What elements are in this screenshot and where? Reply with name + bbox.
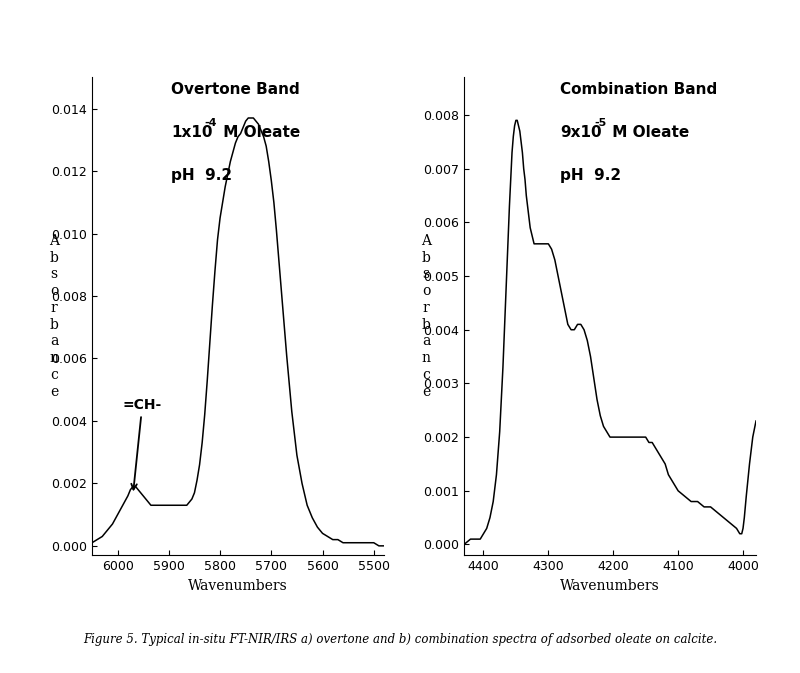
Text: Combination Band: Combination Band: [560, 82, 718, 97]
Text: A
b
s
o
r
b
a
n
c
e: A b s o r b a n c e: [421, 234, 431, 398]
Text: -4: -4: [205, 118, 217, 128]
Text: -5: -5: [594, 118, 606, 128]
Text: A
b
s
o
r
b
a
n
c
e: A b s o r b a n c e: [49, 234, 59, 398]
Text: Figure 5. Typical in-situ FT-NIR/IRS a) overtone and b) combination spectra of a: Figure 5. Typical in-situ FT-NIR/IRS a) …: [83, 633, 717, 646]
Text: 1x10: 1x10: [171, 125, 212, 140]
Text: pH  9.2: pH 9.2: [171, 168, 232, 183]
Text: pH  9.2: pH 9.2: [560, 168, 622, 183]
Text: Overtone Band: Overtone Band: [171, 82, 299, 97]
X-axis label: Wavenumbers: Wavenumbers: [560, 579, 660, 593]
Text: =CH-: =CH-: [122, 398, 162, 489]
Text: M Oleate: M Oleate: [218, 125, 300, 140]
X-axis label: Wavenumbers: Wavenumbers: [188, 579, 288, 593]
Text: 9x10: 9x10: [560, 125, 602, 140]
Text: M Oleate: M Oleate: [607, 125, 690, 140]
